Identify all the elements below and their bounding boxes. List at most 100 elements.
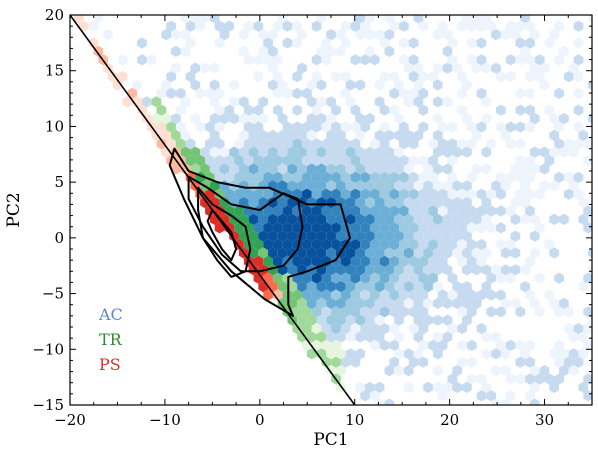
hexbin-cell — [306, 213, 317, 225]
hexbin-cell — [573, 20, 584, 32]
hexbin-cell — [103, 28, 113, 41]
hexbin-cell — [316, 247, 327, 259]
hexbin-cell — [379, 188, 390, 200]
hexbin-cell — [418, 71, 429, 83]
hexbin-cell — [432, 197, 443, 209]
hexbin-cell — [457, 71, 467, 83]
hexbin-cell — [510, 264, 521, 276]
hexbin-cell — [331, 272, 341, 284]
hexbin-cell — [302, 272, 312, 284]
y-tick-label: −15 — [32, 396, 64, 414]
hexbin-cell — [200, 163, 210, 175]
hexbin-cell — [384, 15, 395, 24]
hexbin-cell — [554, 121, 564, 133]
hexbin-cell — [253, 20, 264, 32]
hexbin-cell — [515, 121, 526, 133]
hexbin-cell — [205, 121, 215, 133]
hexbin-cell — [442, 314, 453, 326]
hexbin-cell — [365, 297, 375, 309]
x-tick-label: 0 — [255, 411, 265, 429]
hexbin-cell — [477, 4, 487, 15]
hexbin-cell — [466, 289, 477, 301]
hexbin-cell — [413, 314, 424, 326]
hexbin-cell — [437, 138, 448, 150]
hexbin-cell — [374, 314, 385, 326]
hexbin-cell — [374, 281, 385, 293]
hexbin-cell — [418, 205, 429, 217]
hexbin-cell — [389, 339, 400, 351]
hexbin-cell — [505, 339, 516, 351]
hexbin-cell — [331, 356, 341, 368]
hexbin-cell — [209, 113, 220, 125]
hexbin-cell — [360, 222, 370, 234]
hexbin-cell — [306, 146, 317, 158]
hexbin-cell — [268, 247, 278, 259]
hexbin-cell — [345, 96, 356, 108]
hexbin-cell — [321, 306, 332, 318]
hexbin-cell — [403, 197, 414, 209]
hexbin-cell — [268, 146, 278, 158]
hexbin-cell — [248, 113, 259, 125]
hexbin-cell — [321, 289, 332, 301]
hexbin-cell — [365, 213, 375, 225]
hexbin-cell — [297, 28, 307, 41]
hexbin-cell — [297, 146, 307, 158]
hexbin-cell — [195, 4, 205, 15]
hexbin-cell — [272, 54, 283, 66]
hexbin-cell — [394, 365, 404, 377]
hexbin-cell — [428, 339, 438, 351]
hexbin-cell — [432, 365, 443, 377]
hexbin-cell — [219, 146, 230, 158]
hexbin-cell — [525, 188, 535, 200]
hexbin-cell — [214, 121, 225, 133]
hexbin-cell — [413, 129, 424, 141]
hexbin-cell — [384, 146, 395, 158]
hexbin-cell — [316, 213, 327, 225]
hexbin-cell — [496, 171, 506, 183]
hexbin-cell — [321, 272, 332, 284]
hexbin-cell — [462, 213, 472, 225]
hexbin-cell — [462, 230, 472, 242]
axis-ticks: −20 −10 0 10 20 30 −15 −10 −5 0 5 10 15 20 — [32, 6, 593, 429]
hexbin-cell — [389, 323, 400, 335]
hexbin-cell — [394, 180, 404, 192]
hexbin-cell — [476, 205, 487, 217]
hexbin-cell — [350, 121, 361, 133]
hexbin-cell — [335, 264, 346, 276]
hexbin-cell — [171, 45, 181, 57]
hexbin-cell — [466, 37, 477, 49]
hexbin-cell — [369, 138, 380, 150]
hexbin-cell — [568, 180, 579, 192]
hexbin-cell — [355, 79, 366, 91]
hexbin-cell — [219, 113, 230, 125]
hexbin-cell — [539, 79, 550, 91]
hexbin-cell — [302, 222, 312, 234]
hexbin-cell — [471, 129, 482, 141]
hexbin-cell — [365, 28, 375, 41]
hexbin-cell — [282, 138, 293, 150]
hexbin-cell — [481, 281, 492, 293]
hexbin-cell — [379, 71, 390, 83]
hexbin-cell — [510, 230, 521, 242]
hexbin-cell — [243, 171, 254, 183]
hexbin-cell — [525, 171, 535, 183]
hexbin-cell — [384, 365, 395, 377]
hexbin-cell — [471, 62, 482, 74]
hexbin-cell — [272, 255, 283, 267]
hexbin-cell — [529, 62, 540, 74]
hexbin-cell — [166, 121, 176, 133]
hexbin-cell — [287, 163, 298, 175]
hexbin-cell — [214, 138, 225, 150]
hexbin-cell — [311, 138, 322, 150]
hexbin-cell — [326, 365, 336, 377]
hexbin-cell — [355, 213, 366, 225]
hexbin-cell — [321, 205, 332, 217]
hexbin-cell — [466, 138, 477, 150]
hexbin-cell — [306, 314, 317, 326]
hexbin-cell — [413, 247, 424, 259]
hexbin-cell — [505, 54, 516, 66]
legend-entry-ps: PS — [99, 355, 121, 374]
hexbin-cell — [369, 171, 380, 183]
hexbin-cell — [292, 255, 303, 267]
hexbin-cell — [515, 87, 526, 99]
